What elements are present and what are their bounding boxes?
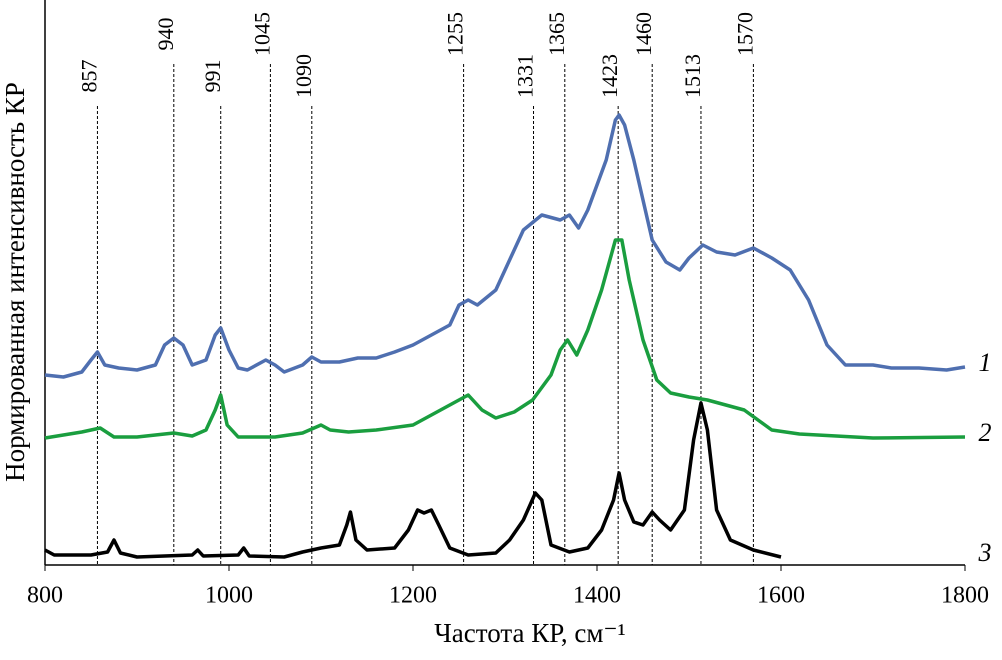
x-tick-label: 1200 <box>389 583 437 609</box>
x-tick-label: 800 <box>27 583 63 609</box>
series-line <box>44 401 782 559</box>
series-label: 2 <box>979 418 992 447</box>
x-axis-label: Частота КР, см⁻¹ <box>434 618 626 648</box>
annotation-label: 1331 <box>513 54 538 98</box>
annotation-label: 1255 <box>443 12 468 56</box>
annotation-label: 991 <box>200 60 225 93</box>
series-label: 3 <box>978 538 992 567</box>
annotation-label: 1570 <box>732 12 757 56</box>
series-line <box>44 238 966 440</box>
annotation-label: 1513 <box>680 54 705 98</box>
annotation-label: 1423 <box>597 54 622 98</box>
annotation-label: 1090 <box>291 54 316 98</box>
x-tick-label: 1400 <box>573 583 621 609</box>
annotation-label: 857 <box>76 60 101 93</box>
annotation-label: 1045 <box>249 12 274 56</box>
annotation-label: 1460 <box>631 12 656 56</box>
x-tick-label: 1600 <box>757 583 805 609</box>
x-tick-label: 1000 <box>205 583 253 609</box>
series-line <box>44 113 966 379</box>
series-label: 1 <box>979 348 992 377</box>
x-tick-label: 1800 <box>941 583 989 609</box>
annotation-label: 1365 <box>544 12 569 56</box>
y-axis-label: Нормированная интенсивность КР <box>0 82 30 482</box>
annotation-label: 940 <box>153 18 178 51</box>
